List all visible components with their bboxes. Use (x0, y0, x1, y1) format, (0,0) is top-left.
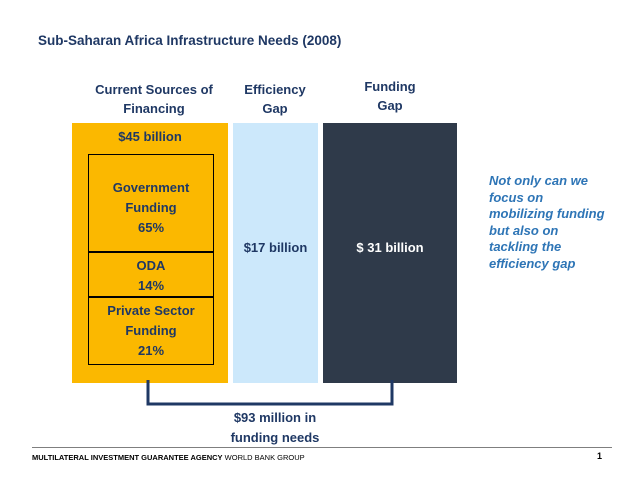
government-funding-segment: Government Funding 65% (88, 154, 214, 252)
page-number: 1 (597, 451, 603, 461)
funding-gap-bar (323, 123, 457, 383)
current-total-label: $45 billion (118, 129, 182, 144)
note-line5: tackling the (489, 239, 562, 254)
oda-line2: 14% (137, 278, 165, 293)
note-line6: efficiency gap (489, 255, 576, 271)
government-line2: Funding (125, 200, 177, 215)
oda-line1: ODA (136, 258, 166, 273)
government-line1: Government (112, 180, 190, 195)
total-bracket (146, 380, 394, 406)
bracket-line (146, 380, 394, 406)
efficiency-gap-value: $17 billion (243, 240, 308, 255)
note-line4: but also on (489, 222, 559, 238)
oda-segment: ODA 14% (88, 252, 214, 297)
note-line1: Not only can we (489, 173, 588, 188)
header-funding-line2: Gap (377, 98, 403, 113)
footer-org: MULTILATERAL INVESTMENT GUARANTEE AGENCY… (32, 453, 305, 462)
private-sector-segment: Private Sector Funding 21% (88, 297, 214, 365)
note-line2: focus on (489, 189, 544, 205)
header-funding-line1: Funding (364, 79, 416, 94)
current-sources-bar (72, 123, 228, 383)
private-line2: Funding (125, 323, 177, 338)
total-line2: funding needs (230, 430, 320, 445)
government-line3: 65% (137, 220, 165, 235)
funding-gap-value: $ 31 billion (356, 240, 424, 255)
efficiency-gap-bar (233, 123, 318, 383)
header-current-line1: Current Sources of (95, 82, 213, 97)
private-line3: 21% (137, 343, 165, 358)
footer-org-bold: MULTILATERAL INVESTMENT GUARANTEE AGENCY (32, 453, 223, 462)
header-current-sources: Current Sources of Financing (84, 80, 224, 118)
header-funding-gap: Funding Gap (345, 77, 435, 115)
total-funding-needs: $93 million in funding needs (200, 408, 350, 448)
efficiency-note: Not only can we focus on mobilizing fund… (489, 173, 629, 272)
total-line1: $93 million in (233, 410, 317, 425)
header-efficiency-line1: Efficiency (244, 82, 306, 97)
note-line3: mobilizing funding (489, 206, 605, 221)
header-current-line2: Financing (123, 101, 185, 116)
footer-divider (32, 447, 612, 448)
private-line1: Private Sector (107, 303, 195, 318)
header-efficiency-gap: Efficiency Gap (230, 80, 320, 118)
header-efficiency-line2: Gap (262, 101, 288, 116)
slide-title: Sub-Saharan Africa Infrastructure Needs … (38, 33, 342, 48)
footer-org-rest: WORLD BANK GROUP (224, 453, 305, 462)
